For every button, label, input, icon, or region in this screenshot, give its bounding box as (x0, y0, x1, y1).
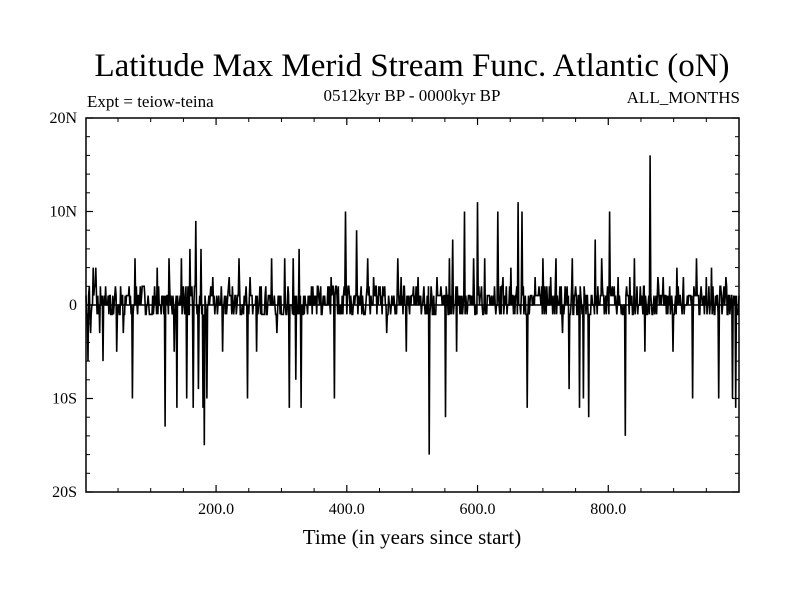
y-tick-label: 20N (49, 110, 77, 127)
x-tick-label: 800.0 (590, 501, 626, 518)
x-axis: 200.0 400.0 600.0 800.0 (117, 118, 707, 518)
y-tick-label: 0 (69, 297, 77, 314)
y-tick-label: 10N (49, 204, 77, 221)
months-label: ALL_MONTHS (627, 88, 740, 107)
y-tick-label: 20S (52, 484, 77, 501)
plot-frame (85, 117, 740, 493)
y-tick-label: 10S (52, 391, 77, 408)
x-axis-label: Time (in years since start) (303, 525, 522, 549)
experiment-label: Expt = teiow-teina (87, 92, 214, 111)
x-tick-label: 600.0 (460, 501, 496, 518)
series-line (85, 155, 740, 455)
chart-title: Latitude Max Merid Stream Func. Atlantic… (94, 48, 729, 84)
x-tick-label: 200.0 (198, 501, 234, 518)
period-label: 0512kyr BP - 0000kyr BP (324, 86, 501, 105)
x-tick-label: 400.0 (329, 501, 365, 518)
